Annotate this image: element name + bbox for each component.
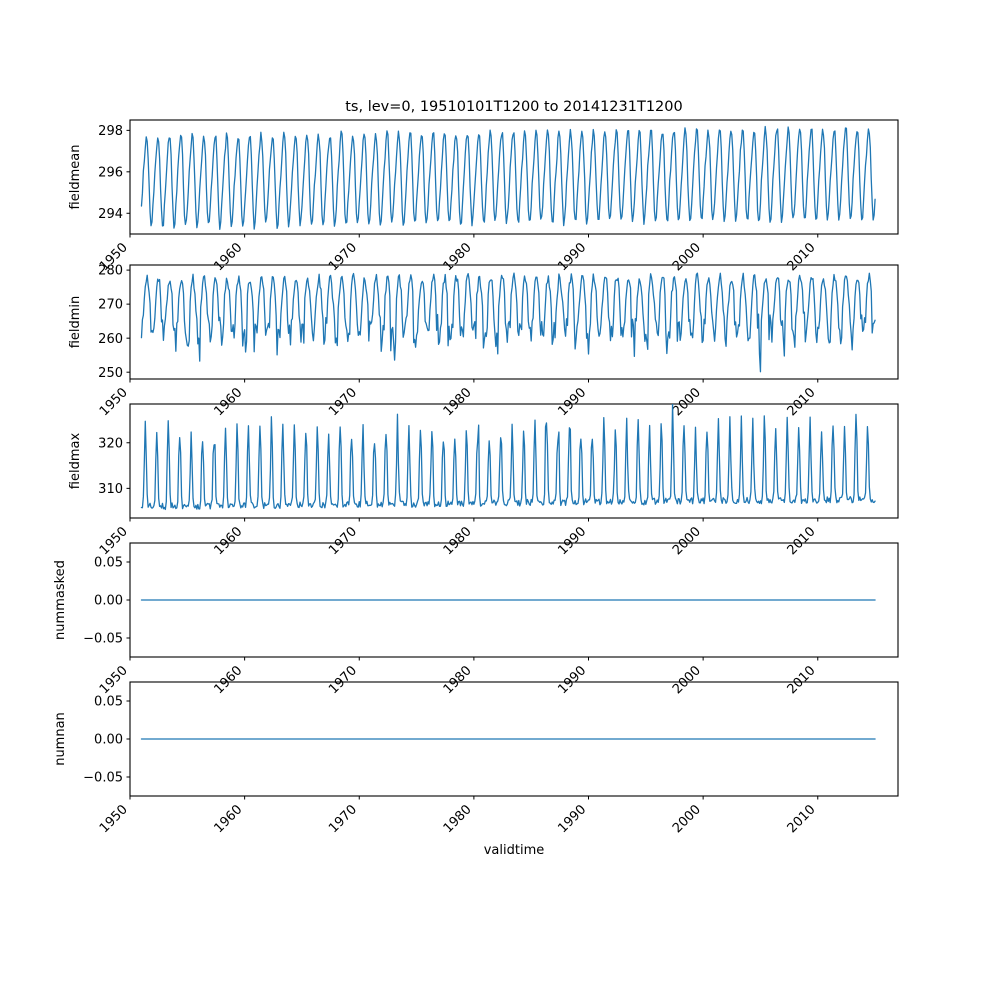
xtick-label-fieldmax: 1960 [211, 524, 245, 558]
xtick-label-fieldmean: 1980 [441, 240, 475, 274]
xtick-label-numnan: 2000 [670, 802, 704, 836]
xtick-label-fieldmean: 1970 [326, 240, 360, 274]
ytick-label-nummasked: 0.00 [94, 594, 123, 609]
xtick-label-nummasked: 1950 [97, 663, 131, 697]
xtick-label-nummasked: 2010 [785, 663, 819, 697]
ytick-label-numnan: 0.00 [94, 733, 123, 748]
chart-title: ts, lev=0, 19510101T1200 to 20141231T120… [345, 99, 682, 115]
axes-frame-fieldmean [129, 119, 899, 235]
ytick-label-fieldmin: 280 [98, 264, 123, 279]
xtick-label-fieldmin: 2010 [785, 385, 819, 419]
ytick-label-nummasked: −0.05 [83, 632, 123, 647]
ylabel-fieldmean: fieldmean [68, 145, 83, 210]
ytick-label-numnan: −0.05 [83, 771, 123, 786]
xtick-label-fieldmean: 1990 [555, 240, 589, 274]
ylabel-fieldmin: fieldmin [68, 296, 83, 349]
xtick-label-fieldmean: 2010 [785, 240, 819, 274]
xtick-label-fieldmean: 2000 [670, 240, 704, 274]
ytick-label-numnan: 0.05 [94, 695, 123, 710]
panel-fieldmax: 310 320 1950 1960 1970 1980 1990 2000 2010 fieldm… [68, 403, 899, 558]
ytick-label-fieldmean: 296 [98, 165, 123, 180]
series-line-fieldmax [140, 404, 876, 511]
xtick-label-nummasked: 1980 [441, 663, 475, 697]
ytick-label-fieldmax: 320 [98, 436, 123, 451]
xtick-label-nummasked: 1960 [211, 663, 245, 697]
xtick-label-nummasked: 1970 [326, 663, 360, 697]
xtick-label-numnan: 1990 [555, 802, 589, 836]
xtick-label-fieldmin: 1980 [441, 385, 475, 419]
ytick-label-fieldmin: 250 [98, 366, 123, 381]
ytick-label-fieldmin: 270 [98, 298, 123, 313]
xtick-label-fieldmax: 1990 [555, 524, 589, 558]
xtick-label-fieldmax: 1950 [97, 524, 131, 558]
xtick-label-fieldmax: 2010 [785, 524, 819, 558]
panel-fieldmin: 250 260 270 280 1950 1960 1970 1980 1990 2000 2010… [68, 264, 899, 419]
ytick-label-fieldmax: 310 [98, 482, 123, 497]
xtick-label-nummasked: 1990 [555, 663, 589, 697]
xtick-label-fieldmin: 1960 [211, 385, 245, 419]
series-line-fieldmean [140, 125, 876, 230]
axes-frame-fieldmin [129, 264, 899, 380]
xaxis-label: validtime [484, 843, 545, 858]
xtick-label-fieldmax: 2000 [670, 524, 704, 558]
axes-frame-fieldmax [129, 403, 899, 519]
xtick-label-nummasked: 2000 [670, 663, 704, 697]
xtick-label-numnan: 1970 [326, 802, 360, 836]
ylabel-numnan: numnan [53, 712, 68, 766]
xtick-label-numnan: 1960 [211, 802, 245, 836]
ylabel-fieldmax: fieldmax [68, 433, 83, 490]
panel-numnan: −0.05 0.00 0.05 1950 1960 1970 1980 1990 2000 201… [53, 681, 899, 858]
xtick-label-numnan: 1980 [441, 802, 475, 836]
xtick-label-numnan: 1950 [97, 802, 131, 836]
ytick-label-fieldmean: 298 [98, 124, 123, 139]
xtick-label-fieldmean: 1960 [211, 240, 245, 274]
ytick-label-nummasked: 0.05 [94, 556, 123, 571]
xtick-label-fieldmax: 1970 [326, 524, 360, 558]
xtick-label-fieldmin: 1990 [555, 385, 589, 419]
ytick-label-fieldmean: 294 [98, 207, 123, 222]
xtick-label-fieldmin: 2000 [670, 385, 704, 419]
xtick-label-fieldmax: 1980 [441, 524, 475, 558]
xtick-label-fieldmin: 1970 [326, 385, 360, 419]
panel-nummasked: −0.05 0.00 0.05 1950 1960 1970 1980 1990 2000 201… [53, 542, 899, 697]
xtick-label-fieldmin: 1950 [97, 385, 131, 419]
xtick-label-numnan: 2010 [785, 802, 819, 836]
ylabel-nummasked: nummasked [53, 560, 68, 640]
series-line-fieldmin [140, 272, 876, 373]
ytick-label-fieldmin: 260 [98, 332, 123, 347]
